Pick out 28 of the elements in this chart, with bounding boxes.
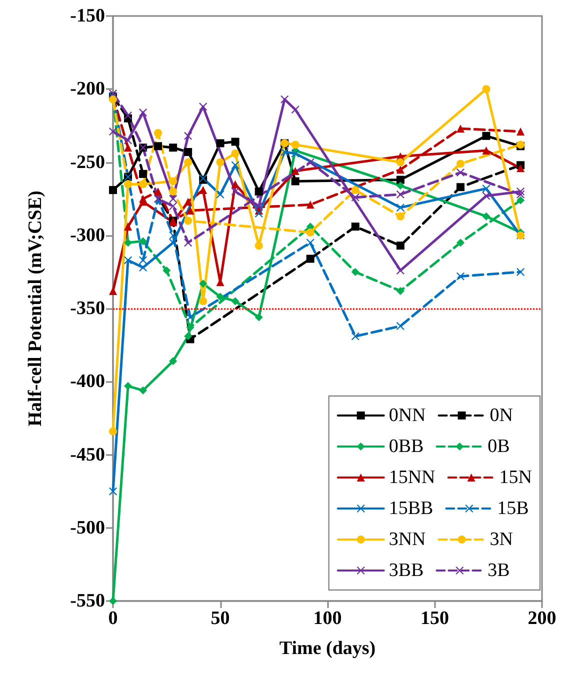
y-tick-label: -400	[70, 371, 105, 392]
x-tick-label: 0	[108, 608, 118, 629]
x-tick-label: 200	[528, 608, 556, 629]
y-tick-label: -150	[70, 6, 105, 26]
legend-label: 0BB	[388, 436, 424, 457]
y-tick-label: -550	[70, 590, 105, 612]
legend-label: 15NN	[388, 467, 436, 488]
legend-label: 3B	[488, 560, 510, 581]
y-tick-label: -250	[70, 152, 105, 173]
legend-label: 15B	[497, 498, 529, 519]
y-tick-label: -200	[70, 78, 105, 100]
legend-label: 0NN	[388, 405, 426, 426]
x-tick-label: 50	[210, 608, 230, 629]
y-tick-label: -300	[70, 224, 105, 246]
legend-label: 3BB	[388, 560, 424, 581]
x-axis-title: Time (days)	[279, 638, 376, 659]
legend-label: 15N	[499, 467, 532, 488]
legend-label: 15BB	[388, 498, 434, 519]
x-tick-label: 100	[313, 608, 342, 629]
y-tick-label: -350	[70, 298, 105, 319]
legend-label: 0B	[488, 436, 510, 457]
legend-label: 0N	[490, 405, 514, 426]
x-tick-label: 150	[420, 608, 449, 629]
y-axis-title: Half-cell Potential (mV;CSE)	[25, 190, 46, 426]
legend-label: 3NN	[388, 529, 426, 550]
y-tick-label: -500	[70, 517, 105, 538]
legend-label: 3N	[490, 529, 514, 550]
y-tick-label: -450	[70, 444, 105, 466]
